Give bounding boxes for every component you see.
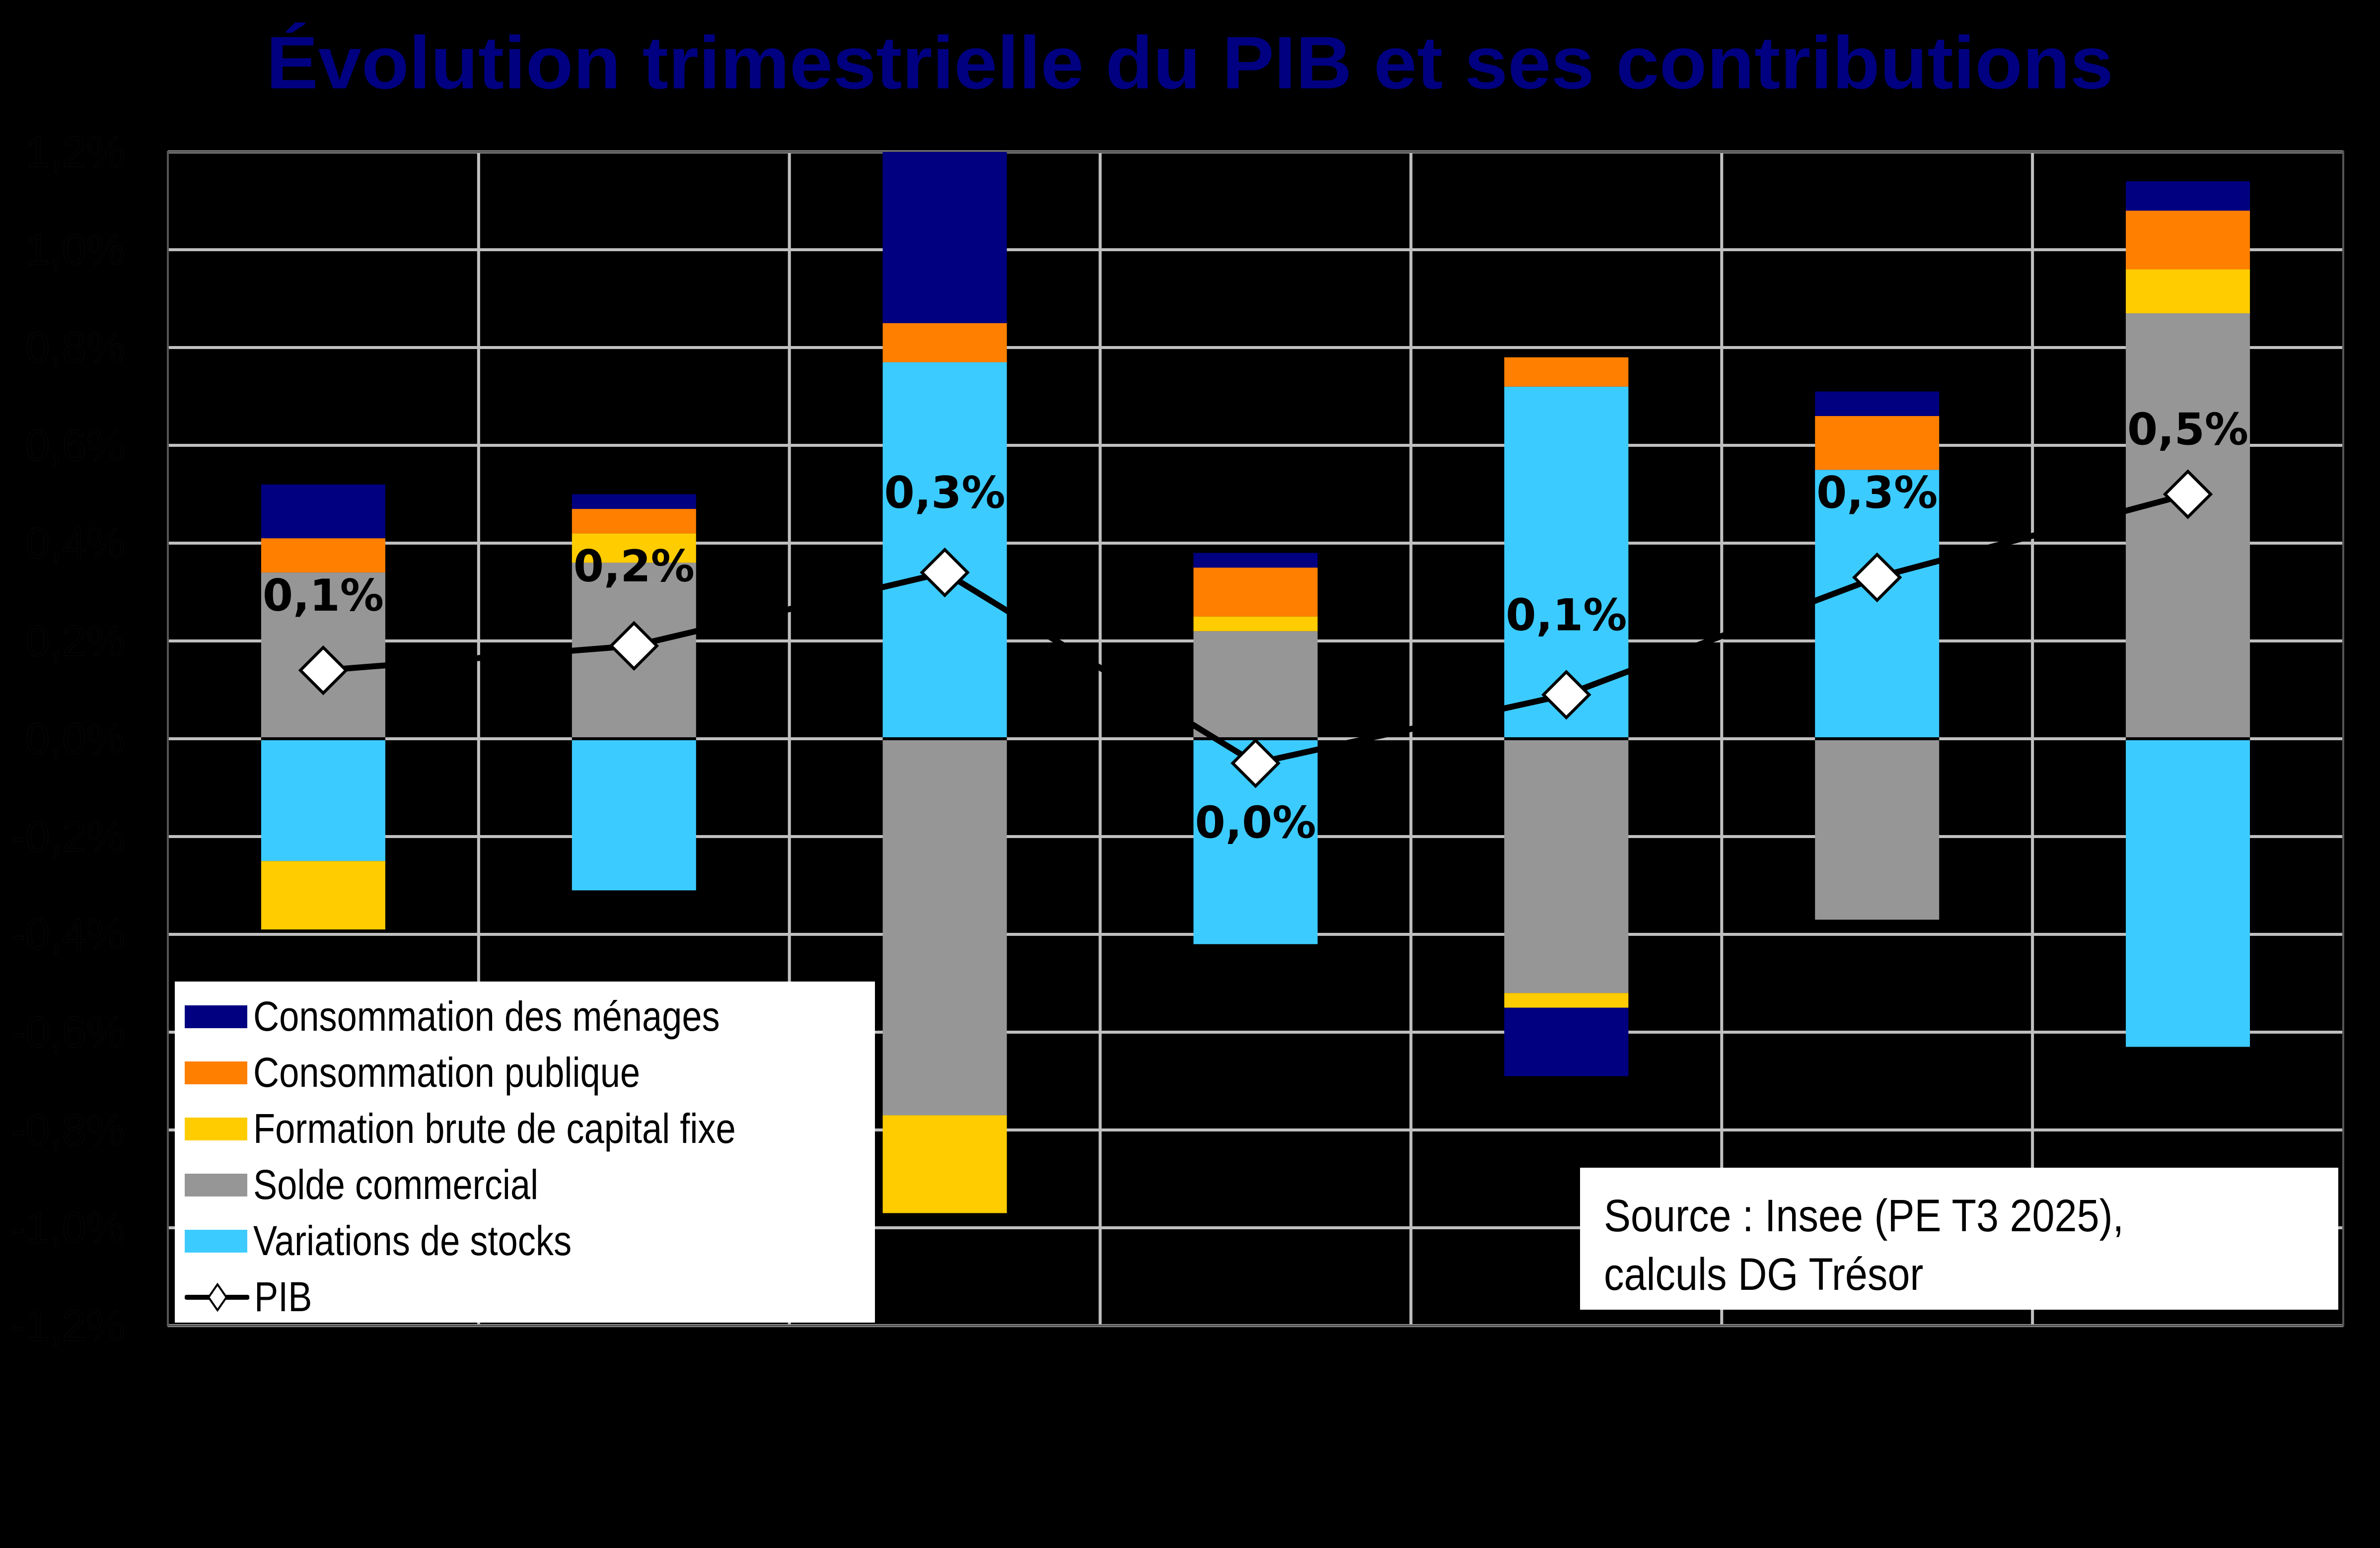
y-tick-label: -0,4% xyxy=(11,910,125,959)
pib-diamond-marker xyxy=(609,621,659,671)
pib-diamond-marker xyxy=(2163,469,2213,519)
y-tick-label: -0,8% xyxy=(11,1105,125,1154)
legend-swatch-icon xyxy=(185,1061,247,1084)
bar-segment-consommation_publique xyxy=(572,509,696,534)
legend-item-pib: PIB xyxy=(175,1269,875,1325)
pib-diamond-marker xyxy=(1541,670,1591,720)
y-tick-label: 0,8% xyxy=(25,323,125,372)
bar-segment-solde_commercial xyxy=(2126,313,2250,739)
bar-segment-fbcf xyxy=(2126,269,2250,314)
bar-segment-consommation_publique xyxy=(2126,211,2250,270)
y-tick-label: 1,0% xyxy=(25,225,125,274)
legend-line-diamond-icon xyxy=(185,1282,249,1312)
legend-swatch-icon xyxy=(185,1173,247,1196)
bar-segment-variations_stocks xyxy=(572,739,696,891)
bar-segment-fbcf xyxy=(882,1115,1007,1213)
y-tick-label: -1,2% xyxy=(11,1301,125,1350)
stacked-bars xyxy=(261,152,2250,1213)
bar-segment-variations_stocks xyxy=(1815,470,1940,739)
legend-item-variations_stocks: Variations de stocks xyxy=(175,1213,875,1269)
bar-segment-fbcf xyxy=(572,533,696,563)
bar-segment-solde_commercial xyxy=(1815,739,1940,920)
legend-swatch-icon xyxy=(185,1117,247,1140)
pib-value-label: 0,1% xyxy=(263,570,384,621)
legend-swatch-icon xyxy=(185,1005,247,1028)
pib-diamond-marker xyxy=(920,547,970,598)
legend-item-solde_commercial: Solde commercial xyxy=(175,1157,875,1213)
bar-segment-solde_commercial xyxy=(1193,631,1318,739)
pib-line xyxy=(298,469,2213,788)
pib-diamond-marker xyxy=(298,645,349,696)
bar-segment-solde_commercial xyxy=(882,739,1007,1116)
y-tick-label: -0,2% xyxy=(11,812,125,861)
legend-swatch-icon xyxy=(185,1229,247,1253)
legend-label: Solde commercial xyxy=(253,1161,539,1208)
bar-segment-variations_stocks xyxy=(261,739,385,861)
source-box: Source : Insee (PE T3 2025), calculs DG … xyxy=(1580,1168,2338,1310)
bar-segment-consommation_publique xyxy=(1193,567,1318,617)
legend-label: Consommation publique xyxy=(253,1049,641,1096)
y-tick-label: 0,2% xyxy=(25,616,125,665)
y-tick-label: -0,6% xyxy=(11,1007,125,1056)
bar-segment-fbcf xyxy=(1193,616,1318,632)
bar-segment-solde_commercial xyxy=(1504,739,1629,993)
pib-diamond-marker xyxy=(1852,552,1902,603)
chart-title: Évolution trimestrielle du PIB et ses co… xyxy=(266,21,2113,104)
bar-segment-consommation_menages xyxy=(261,484,385,539)
legend-item-consommation_menages: Consommation des ménages xyxy=(175,988,875,1045)
bar-segment-consommation_menages xyxy=(1193,553,1318,568)
legend: Consommation des ménages Consommation pub… xyxy=(175,982,875,1323)
bar-segment-consommation_menages xyxy=(572,494,696,509)
y-tick-label: 0,0% xyxy=(25,714,125,763)
bar-segment-consommation_publique xyxy=(1815,416,1940,470)
legend-label: PIB xyxy=(254,1273,312,1320)
y-tick-label: 0,6% xyxy=(25,421,125,470)
y-axis-ticks: 1,2% 1,0% 0,8% 0,6% 0,4% 0,2% 0,0% -0,2% -0,4% -0… xyxy=(11,127,126,1350)
bar-segment-consommation_publique xyxy=(882,323,1007,362)
legend-item-fbcf: Formation brute de capital fixe xyxy=(175,1101,875,1157)
pib-value-label: 0,3% xyxy=(884,467,1006,518)
bar-segment-consommation_publique xyxy=(261,538,385,573)
pib-value-label: 0,2% xyxy=(574,541,695,592)
bar-segment-variations_stocks xyxy=(2126,739,2250,1047)
bar-segment-consommation_menages xyxy=(2126,181,2250,211)
pib-value-label: 0,1% xyxy=(1506,589,1627,640)
bar-segment-consommation_menages xyxy=(1504,1007,1629,1076)
plot-frame xyxy=(167,151,2344,1327)
bar-segment-fbcf xyxy=(1504,993,1629,1008)
pib-value-label: 0,0% xyxy=(1195,797,1316,848)
legend-label: Variations de stocks xyxy=(253,1217,572,1264)
legend-item-consommation_publique: Consommation publique xyxy=(175,1045,875,1101)
legend-label: Consommation des ménages xyxy=(253,993,720,1040)
y-tick-label: 0,4% xyxy=(25,518,125,567)
bar-segment-consommation_menages xyxy=(1815,391,1940,416)
bar-segment-consommation_menages xyxy=(882,152,1007,323)
gridlines xyxy=(167,150,2344,1327)
y-tick-label: -1,0% xyxy=(11,1203,125,1252)
pib-value-label: 0,5% xyxy=(2127,404,2248,455)
pib-diamond-marker xyxy=(1230,738,1281,788)
source-line-1: Source : Insee (PE T3 2025), xyxy=(1604,1191,2124,1241)
bar-segment-consommation_publique xyxy=(1504,357,1629,387)
legend-label: Formation brute de capital fixe xyxy=(253,1105,736,1152)
pib-value-label: 0,3% xyxy=(1816,467,1938,518)
y-tick-label: 1,2% xyxy=(25,127,125,176)
pib-data-labels: 0,1% 0,2% 0,3% 0,0% 0,1% 0,3% 0,5% xyxy=(263,404,2248,848)
bar-segment-fbcf xyxy=(261,861,385,930)
source-line-2: calculs DG Trésor xyxy=(1604,1249,1924,1300)
